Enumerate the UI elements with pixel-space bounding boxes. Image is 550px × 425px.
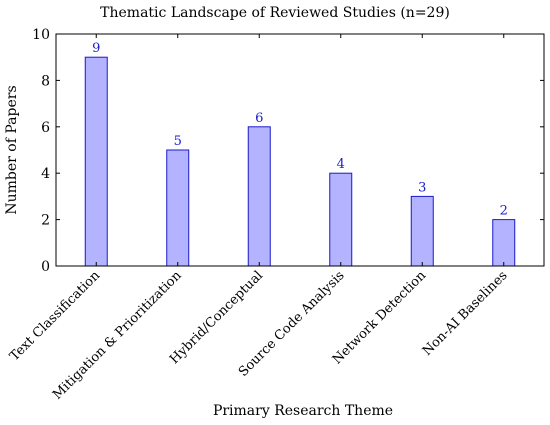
category-label: Text Classification — [7, 268, 103, 364]
y-tick-label: 0 — [41, 259, 50, 275]
y-axis-label: Number of Papers — [4, 85, 20, 214]
chart-title: Thematic Landscape of Reviewed Studies (… — [100, 5, 450, 21]
bar-data-label: 9 — [92, 41, 100, 56]
category-label: Network Detection — [330, 268, 430, 368]
bar — [166, 149, 190, 267]
plot-frame — [55, 33, 545, 267]
bar — [84, 56, 108, 267]
bar — [492, 219, 516, 267]
bar-data-label: 4 — [337, 157, 345, 172]
x-axis-label: Primary Research Theme — [213, 403, 393, 419]
category-label: Non-AI Baselines — [420, 268, 511, 359]
y-tick-label: 4 — [41, 166, 50, 182]
bar-data-label: 3 — [418, 180, 426, 195]
bar-data-label: 5 — [174, 134, 182, 149]
bar — [329, 172, 353, 267]
bar — [247, 126, 271, 267]
bar-data-label: 6 — [255, 111, 263, 126]
category-label: Hybrid/Conceptual — [167, 268, 266, 367]
y-tick-label: 8 — [41, 73, 50, 89]
y-tick-label: 6 — [41, 120, 50, 136]
y-tick-label: 2 — [41, 213, 50, 229]
bar — [410, 195, 434, 267]
category-label: Mitigation & Prioritization — [50, 268, 185, 403]
bar-data-label: 2 — [500, 204, 508, 219]
y-tick-label: 10 — [32, 27, 50, 43]
